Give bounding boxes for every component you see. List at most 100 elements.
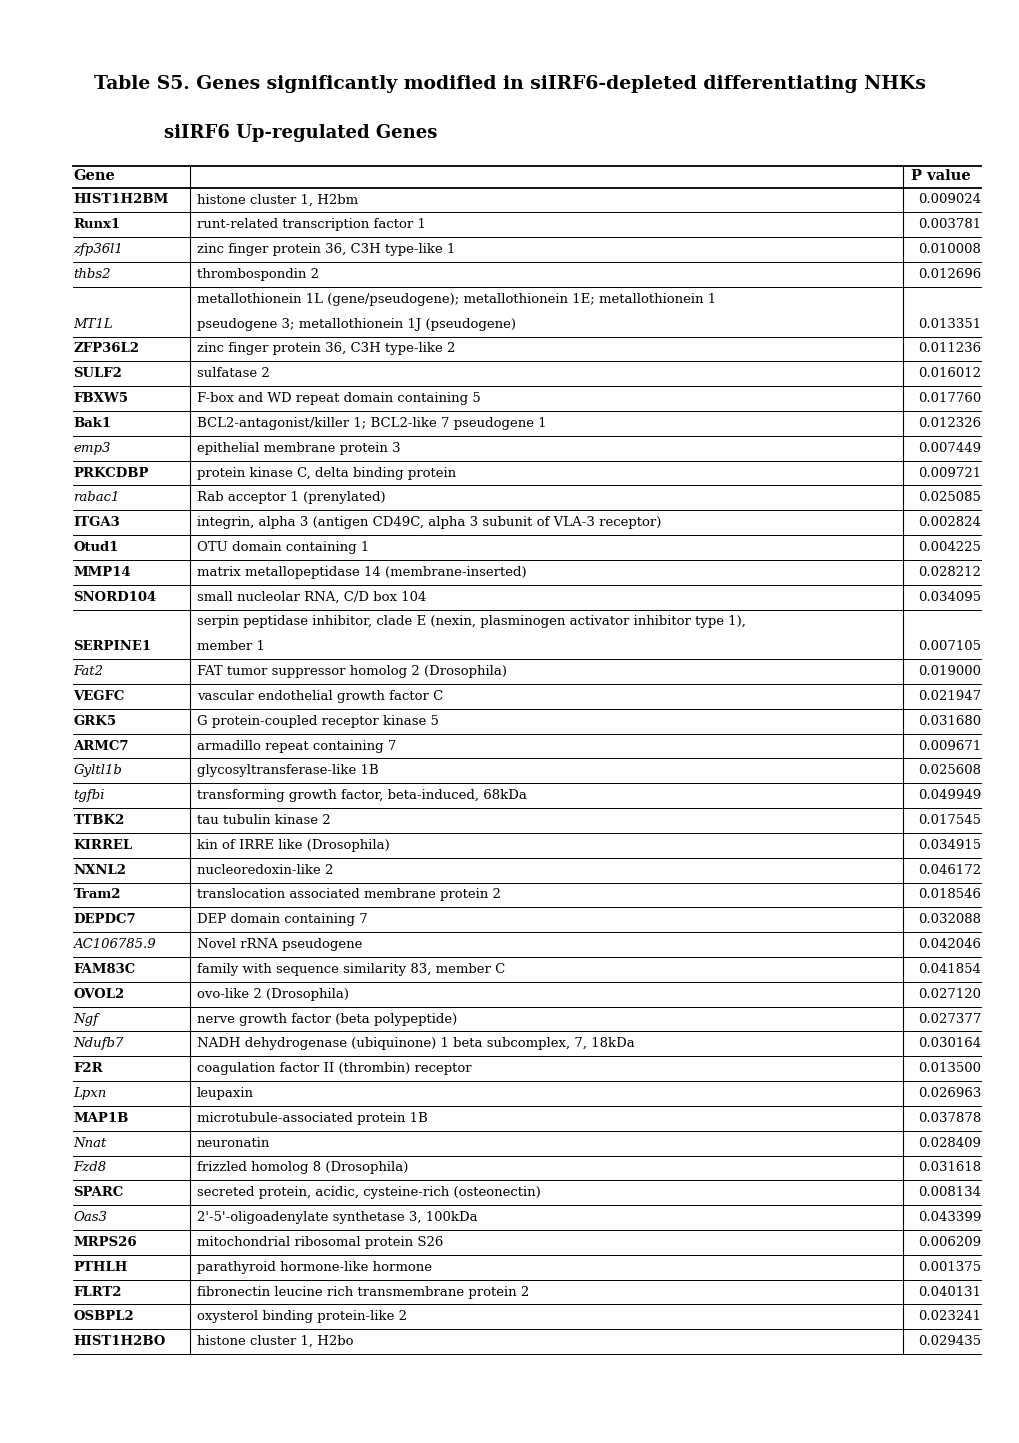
Text: 0.028212: 0.028212 [917, 566, 980, 579]
Text: oxysterol binding protein-like 2: oxysterol binding protein-like 2 [197, 1310, 407, 1323]
Text: 0.025608: 0.025608 [917, 765, 980, 778]
Text: 0.009024: 0.009024 [917, 193, 980, 206]
Text: parathyroid hormone-like hormone: parathyroid hormone-like hormone [197, 1261, 431, 1274]
Text: DEPDC7: DEPDC7 [73, 913, 136, 926]
Text: MRPS26: MRPS26 [73, 1235, 137, 1250]
Text: 0.016012: 0.016012 [917, 367, 980, 381]
Text: MMP14: MMP14 [73, 566, 131, 579]
Text: neuronatin: neuronatin [197, 1137, 270, 1150]
Text: 0.013500: 0.013500 [917, 1062, 980, 1075]
Text: 0.030164: 0.030164 [917, 1038, 980, 1051]
Text: SNORD104: SNORD104 [73, 590, 157, 603]
Text: 0.025085: 0.025085 [917, 491, 980, 505]
Text: 0.009721: 0.009721 [917, 466, 980, 479]
Text: 0.017760: 0.017760 [917, 392, 980, 405]
Text: VEGFC: VEGFC [73, 690, 124, 703]
Text: tgfbi: tgfbi [73, 789, 105, 802]
Text: F-box and WD repeat domain containing 5: F-box and WD repeat domain containing 5 [197, 392, 480, 405]
Text: SULF2: SULF2 [73, 367, 122, 381]
Text: Rab acceptor 1 (prenylated): Rab acceptor 1 (prenylated) [197, 491, 385, 505]
Text: Ndufb7: Ndufb7 [73, 1038, 123, 1051]
Text: member 1: member 1 [197, 641, 265, 654]
Text: NADH dehydrogenase (ubiquinone) 1 beta subcomplex, 7, 18kDa: NADH dehydrogenase (ubiquinone) 1 beta s… [197, 1038, 634, 1051]
Text: frizzled homolog 8 (Drosophila): frizzled homolog 8 (Drosophila) [197, 1162, 408, 1175]
Text: NXNL2: NXNL2 [73, 863, 126, 877]
Text: Oas3: Oas3 [73, 1211, 107, 1224]
Text: MT1L: MT1L [73, 317, 113, 330]
Text: 0.017545: 0.017545 [917, 814, 980, 827]
Text: 0.027377: 0.027377 [917, 1013, 980, 1026]
Text: family with sequence similarity 83, member C: family with sequence similarity 83, memb… [197, 962, 504, 975]
Text: kin of IRRE like (Drosophila): kin of IRRE like (Drosophila) [197, 838, 389, 851]
Text: matrix metallopeptidase 14 (membrane-inserted): matrix metallopeptidase 14 (membrane-ins… [197, 566, 526, 579]
Text: metallothionein 1L (gene/pseudogene); metallothionein 1E; metallothionein 1: metallothionein 1L (gene/pseudogene); me… [197, 293, 715, 306]
Text: Novel rRNA pseudogene: Novel rRNA pseudogene [197, 938, 362, 951]
Text: nerve growth factor (beta polypeptide): nerve growth factor (beta polypeptide) [197, 1013, 457, 1026]
Text: PTHLH: PTHLH [73, 1261, 127, 1274]
Text: FAT tumor suppressor homolog 2 (Drosophila): FAT tumor suppressor homolog 2 (Drosophi… [197, 665, 506, 678]
Text: 0.013351: 0.013351 [917, 317, 980, 330]
Text: 0.012696: 0.012696 [917, 268, 980, 281]
Text: OSBPL2: OSBPL2 [73, 1310, 135, 1323]
Text: 0.023241: 0.023241 [917, 1310, 980, 1323]
Text: coagulation factor II (thrombin) receptor: coagulation factor II (thrombin) recepto… [197, 1062, 471, 1075]
Text: glycosyltransferase-like 1B: glycosyltransferase-like 1B [197, 765, 378, 778]
Text: OTU domain containing 1: OTU domain containing 1 [197, 541, 369, 554]
Text: epithelial membrane protein 3: epithelial membrane protein 3 [197, 442, 400, 455]
Text: 0.041854: 0.041854 [917, 962, 980, 975]
Text: 0.049949: 0.049949 [917, 789, 980, 802]
Text: SPARC: SPARC [73, 1186, 123, 1199]
Text: siIRF6 Up-regulated Genes: siIRF6 Up-regulated Genes [164, 124, 437, 141]
Text: small nucleolar RNA, C/D box 104: small nucleolar RNA, C/D box 104 [197, 590, 426, 603]
Text: Gene: Gene [73, 169, 115, 183]
Text: vascular endothelial growth factor C: vascular endothelial growth factor C [197, 690, 442, 703]
Text: protein kinase C, delta binding protein: protein kinase C, delta binding protein [197, 466, 455, 479]
Text: 0.007449: 0.007449 [917, 442, 980, 455]
Text: F2R: F2R [73, 1062, 103, 1075]
Text: 0.031680: 0.031680 [917, 714, 980, 727]
Text: 0.018546: 0.018546 [917, 889, 980, 902]
Text: 0.031618: 0.031618 [917, 1162, 980, 1175]
Text: 0.001375: 0.001375 [917, 1261, 980, 1274]
Text: integrin, alpha 3 (antigen CD49C, alpha 3 subunit of VLA-3 receptor): integrin, alpha 3 (antigen CD49C, alpha … [197, 517, 660, 530]
Text: HIST1H2BO: HIST1H2BO [73, 1335, 166, 1348]
Text: ZFP36L2: ZFP36L2 [73, 342, 140, 355]
Text: 0.034915: 0.034915 [917, 838, 980, 851]
Text: 0.043399: 0.043399 [917, 1211, 980, 1224]
Text: 0.009671: 0.009671 [917, 739, 980, 753]
Text: 0.010008: 0.010008 [917, 242, 980, 257]
Text: Bak1: Bak1 [73, 417, 111, 430]
Text: pseudogene 3; metallothionein 1J (pseudogene): pseudogene 3; metallothionein 1J (pseudo… [197, 317, 516, 330]
Text: Gyltl1b: Gyltl1b [73, 765, 122, 778]
Text: BCL2-antagonist/killer 1; BCL2-like 7 pseudogene 1: BCL2-antagonist/killer 1; BCL2-like 7 ps… [197, 417, 546, 430]
Text: zinc finger protein 36, C3H type-like 1: zinc finger protein 36, C3H type-like 1 [197, 242, 454, 257]
Text: 0.037878: 0.037878 [917, 1111, 980, 1126]
Text: GRK5: GRK5 [73, 714, 116, 727]
Text: 0.046172: 0.046172 [917, 863, 980, 877]
Text: 0.042046: 0.042046 [917, 938, 980, 951]
Text: OVOL2: OVOL2 [73, 987, 124, 1001]
Text: rabac1: rabac1 [73, 491, 119, 505]
Text: FBXW5: FBXW5 [73, 392, 128, 405]
Text: armadillo repeat containing 7: armadillo repeat containing 7 [197, 739, 395, 753]
Text: Nnat: Nnat [73, 1137, 107, 1150]
Text: serpin peptidase inhibitor, clade E (nexin, plasminogen activator inhibitor type: serpin peptidase inhibitor, clade E (nex… [197, 615, 745, 629]
Text: 0.011236: 0.011236 [917, 342, 980, 355]
Text: translocation associated membrane protein 2: translocation associated membrane protei… [197, 889, 500, 902]
Text: leupaxin: leupaxin [197, 1087, 254, 1100]
Text: sulfatase 2: sulfatase 2 [197, 367, 269, 381]
Text: 2'-5'-oligoadenylate synthetase 3, 100kDa: 2'-5'-oligoadenylate synthetase 3, 100kD… [197, 1211, 477, 1224]
Text: transforming growth factor, beta-induced, 68kDa: transforming growth factor, beta-induced… [197, 789, 526, 802]
Text: histone cluster 1, H2bm: histone cluster 1, H2bm [197, 193, 358, 206]
Text: 0.026963: 0.026963 [917, 1087, 980, 1100]
Text: 0.028409: 0.028409 [917, 1137, 980, 1150]
Text: emp3: emp3 [73, 442, 111, 455]
Text: ARMC7: ARMC7 [73, 739, 128, 753]
Text: Tram2: Tram2 [73, 889, 121, 902]
Text: KIRREL: KIRREL [73, 838, 132, 851]
Text: zfp36l1: zfp36l1 [73, 242, 123, 257]
Text: ITGA3: ITGA3 [73, 517, 120, 530]
Text: Fat2: Fat2 [73, 665, 103, 678]
Text: FLRT2: FLRT2 [73, 1286, 122, 1299]
Text: AC106785.9: AC106785.9 [73, 938, 156, 951]
